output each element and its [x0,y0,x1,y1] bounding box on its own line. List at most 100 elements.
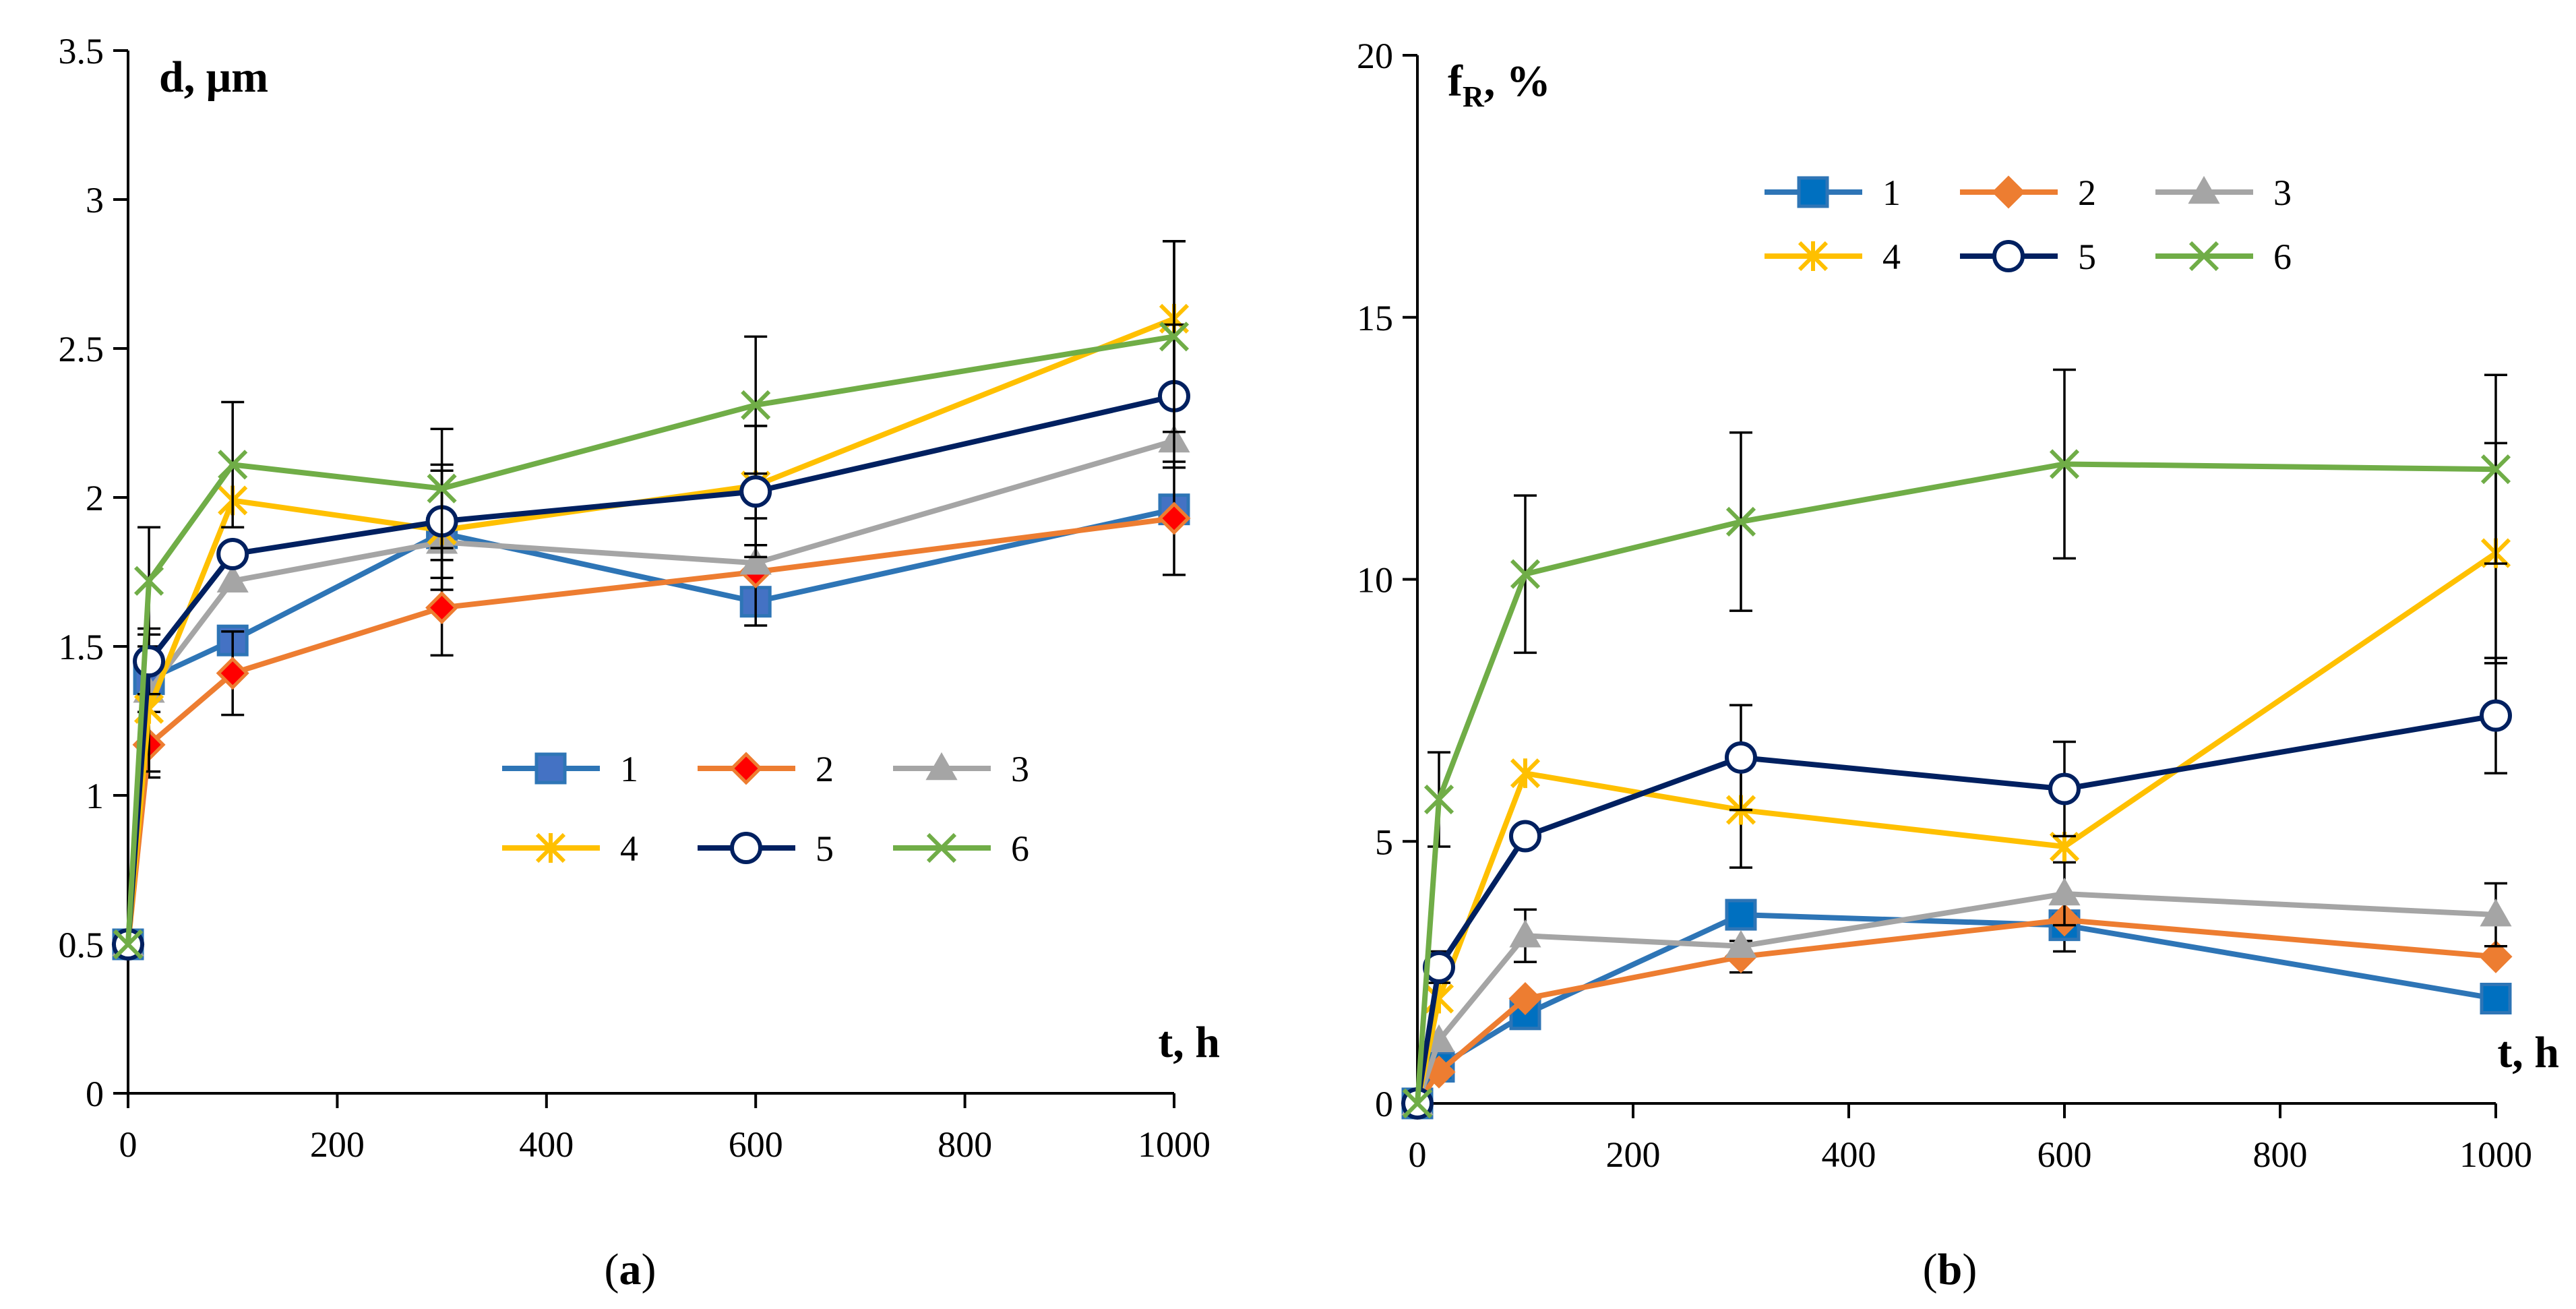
data-point [1508,981,1542,1016]
panel-label: (b) [1923,1245,1977,1294]
data-point [1509,820,1541,853]
x-tick-label: 600 [729,1124,783,1165]
x-tick-label: 0 [1409,1134,1427,1175]
y-tick-label: 0.5 [59,925,104,965]
series-line [1415,712,2496,1104]
legend: 1 2 3 4 5 6 [1765,173,2292,277]
data-point [216,537,249,570]
legend-marker [1992,175,2025,209]
data-point [1725,899,1757,931]
x-axis-title: t, h [2497,1028,2559,1077]
data-point [1423,784,1454,815]
legend-item: 5 [698,828,834,869]
series-5 [1401,657,2512,1120]
data-point [1423,983,1454,1014]
legend-marker [925,752,958,781]
y-tick-label: 1 [86,776,104,816]
series-line [1415,551,2498,1104]
data-point [1509,919,1541,948]
y-tick-label: 0 [1375,1084,1393,1124]
data-point [2480,454,2511,485]
data-point [2480,983,2512,1014]
data-point [1725,930,1757,958]
series-line [125,393,1175,945]
legend-item: 3 [893,749,1029,789]
data-point [218,450,248,480]
x-tick-label: 800 [938,1124,992,1165]
data-point [741,390,771,421]
panel-label-close: ) [642,1245,656,1294]
y-tick-label: 1.5 [59,627,104,667]
data-point [133,645,166,678]
legend-label: 3 [1011,749,1029,789]
panel-label-open: ( [605,1245,619,1294]
data-point [216,564,249,593]
legend-label: 1 [1882,173,1901,213]
series-line [125,334,1175,945]
y-tick-label: 2 [86,478,104,518]
data-point [1402,1088,1433,1119]
x-tick-label: 200 [1606,1134,1661,1175]
y-axis-title-sub: R [1463,80,1485,113]
x-tick-label: 400 [1822,1134,1876,1175]
legend-label: 4 [620,828,638,869]
legend: 1 2 3 4 5 6 [502,749,1029,869]
series-line [125,506,1175,945]
legend-marker [1798,241,1829,272]
data-point [1725,741,1757,774]
legend-item: 1 [1765,173,1901,213]
data-point [739,475,772,508]
data-point [1510,758,1541,789]
data-point [133,566,164,596]
data-point [425,591,459,625]
y-axis-title: d, μm [159,53,268,102]
legend-marker [1992,240,2025,272]
x-tick-label: 1000 [1138,1124,1210,1165]
y-tick-label: 20 [1357,36,1393,76]
data-point [216,657,249,690]
x-tick-label: 200 [310,1124,365,1165]
series-line [1415,891,2496,1105]
data-point [2480,899,2512,927]
y-tick-label: 3.5 [59,31,104,71]
legend-item: 1 [502,749,638,789]
series-line [1415,917,2496,1105]
chart-panel-b: 0 200 400 600 800 1000 0 5 10 15 20 1 2 3 4 5 6 t, h fR, %… [1357,36,2559,1294]
panel-label-letter: b [1938,1245,1963,1294]
panel-label-close: ) [1962,1245,1977,1294]
series-1 [112,493,1190,961]
y-tick-label: 15 [1357,298,1393,338]
legend-marker [729,752,763,785]
series-line [125,316,1175,945]
legend-label: 2 [816,749,834,789]
data-point [1159,322,1190,352]
legend-item: 2 [1960,173,2096,213]
legend-marker [730,832,762,864]
data-point [1725,506,1756,537]
legend-label: 3 [2273,173,2292,213]
panel-label-letter: a [619,1245,642,1294]
x-tick-label: 800 [2253,1134,2308,1175]
legend-label: 5 [2078,237,2096,277]
series-6 [113,240,1190,960]
legend-item: 5 [1960,237,2096,277]
series-6 [1402,368,2511,1119]
y-tick-label: 5 [1375,822,1393,862]
legend-label: 6 [2273,237,2292,277]
y-axis-title-rest: , % [1484,57,1551,106]
legend-label: 5 [816,828,834,869]
y-tick-label: 0 [86,1074,104,1114]
data-point [2049,449,2080,479]
legend-marker [1797,176,1829,208]
y-axis-title-main: f [1448,57,1463,106]
series-2 [111,460,1191,961]
x-tick-label: 1000 [2459,1134,2532,1175]
legend-marker [534,752,567,785]
data-point [113,929,144,960]
legend-marker [535,832,566,863]
chart-panel-a: 0 200 400 600 800 1000 0 0.5 1 1.5 2 2.5 3 3.5 1 2 3 4 5 6 t… [59,31,1221,1294]
legend-label: 6 [1011,828,1029,869]
data-point [1510,559,1541,589]
x-tick-label: 600 [2037,1134,2092,1175]
